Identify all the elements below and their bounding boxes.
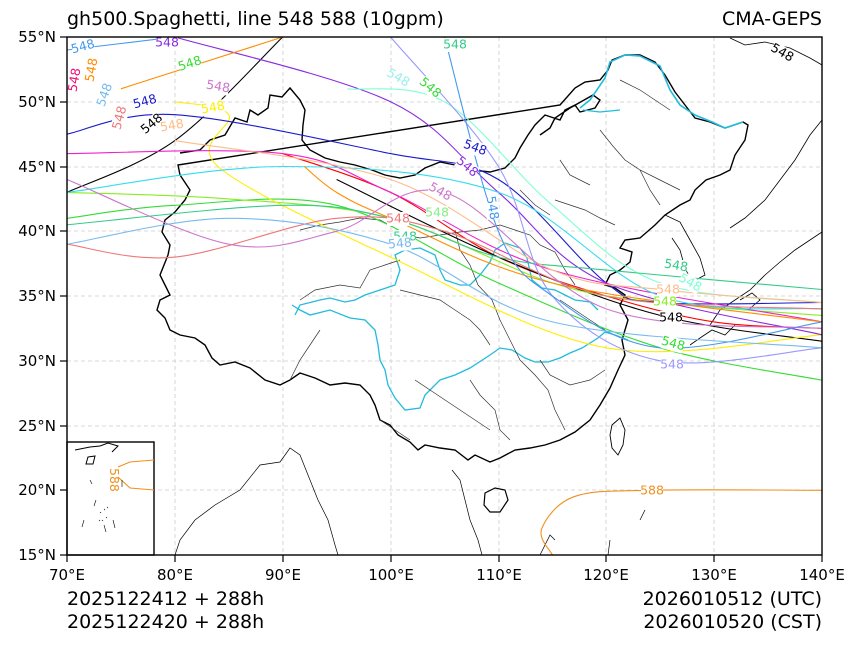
contour-member-black <box>336 179 822 342</box>
contour-label: 548 <box>131 91 158 112</box>
contour-label: 548 <box>386 211 410 226</box>
contour-label: 548 <box>109 104 130 131</box>
contour-label: 588 <box>640 483 664 498</box>
contour-member-purple <box>174 37 822 336</box>
contour-member-orange <box>120 37 283 90</box>
tick-marks <box>60 36 823 562</box>
x-tick-label: 120°E <box>583 566 629 584</box>
contour-member-peach <box>174 140 822 304</box>
valid-time-utc: 2026010512 (UTC) <box>642 588 822 610</box>
y-tick-label: 35°N <box>18 287 56 305</box>
contour-label: 548 <box>159 116 185 135</box>
contour-label: 548 <box>387 234 412 251</box>
contour-label: 548 <box>200 98 226 117</box>
contour-label: 548 <box>69 36 96 57</box>
contour-member-588-orange <box>540 489 822 555</box>
chart-title: gh500.Spaghetti, line 548 588 (10gpm) <box>67 8 444 30</box>
contour-label: 548 <box>425 205 449 220</box>
contour-label: 548 <box>205 77 231 96</box>
contour-member-steelblue <box>443 37 822 349</box>
contour-label: 548 <box>484 195 503 221</box>
valid-time-cst: 2026010520 (CST) <box>643 611 822 633</box>
yangtze-river <box>291 304 629 411</box>
china-border <box>156 54 749 463</box>
y-tick-label: 50°N <box>18 93 56 111</box>
y-tick-label: 25°N <box>18 417 56 435</box>
contour-member-salmon <box>67 216 822 310</box>
x-tick-label: 100°E <box>368 566 414 584</box>
geography <box>156 37 822 555</box>
y-tick-label: 40°N <box>18 222 56 240</box>
init-time-block: 2025122412 + 288h 2025122420 + 288h <box>67 588 264 634</box>
contour-member-green <box>67 198 822 381</box>
x-tick-label: 90°E <box>265 566 301 584</box>
contour-label: 548 <box>93 81 115 109</box>
contour-label: 548 <box>443 37 467 52</box>
y-tick-label: 55°N <box>18 28 56 46</box>
y-tick-label: 15°N <box>18 546 56 564</box>
contour-label: 548 <box>653 294 677 309</box>
valid-time-block: 2026010512 (UTC) 2026010520 (CST) <box>643 588 822 634</box>
amur-river <box>579 54 744 129</box>
init-time-utc: 2025122412 + 288h <box>67 588 265 610</box>
x-tick-label: 130°E <box>691 566 737 584</box>
contour-label: 548 <box>82 57 101 83</box>
contour-member-orchid <box>67 178 822 329</box>
contour-label: 548 <box>417 74 445 101</box>
contour-member-yellow <box>174 101 822 353</box>
contour-label: 548 <box>65 67 84 93</box>
contour-member-seagreen <box>67 204 822 291</box>
contour-label: 548 <box>656 282 680 297</box>
x-tick-label: 110°E <box>476 566 522 584</box>
contour-label: 548 <box>454 153 482 180</box>
contour-label: 548 <box>659 310 683 325</box>
inset-588-label: 588 <box>107 468 122 492</box>
contour-label: 548 <box>663 256 689 275</box>
init-time-cst: 2025122420 + 288h <box>67 611 265 633</box>
y-tick-label: 30°N <box>18 352 56 370</box>
ensemble-contours <box>67 37 822 555</box>
x-axis-labels: 70°E 80°E 90°E 100°E 110°E 120°E 130°E 1… <box>49 566 845 584</box>
hainan <box>483 487 509 513</box>
x-tick-label: 80°E <box>157 566 193 584</box>
contour-member-orange <box>303 166 822 323</box>
x-tick-label: 140°E <box>799 566 845 584</box>
y-tick-label: 20°N <box>18 481 56 499</box>
x-tick-label: 70°E <box>49 566 85 584</box>
contour-label: 548 <box>660 333 687 354</box>
contour-label: 548 <box>660 357 684 372</box>
taiwan <box>609 417 626 456</box>
south-china-sea-inset: 588 <box>66 441 155 556</box>
model-name: CMA-GEPS <box>721 8 822 30</box>
y-tick-label: 45°N <box>18 158 56 176</box>
y-axis-labels: 55°N 50°N 45°N 40°N 35°N 30°N 25°N 20°N … <box>18 28 56 564</box>
contour-label: 548 <box>155 35 179 50</box>
contour-label: 548 <box>176 52 203 74</box>
